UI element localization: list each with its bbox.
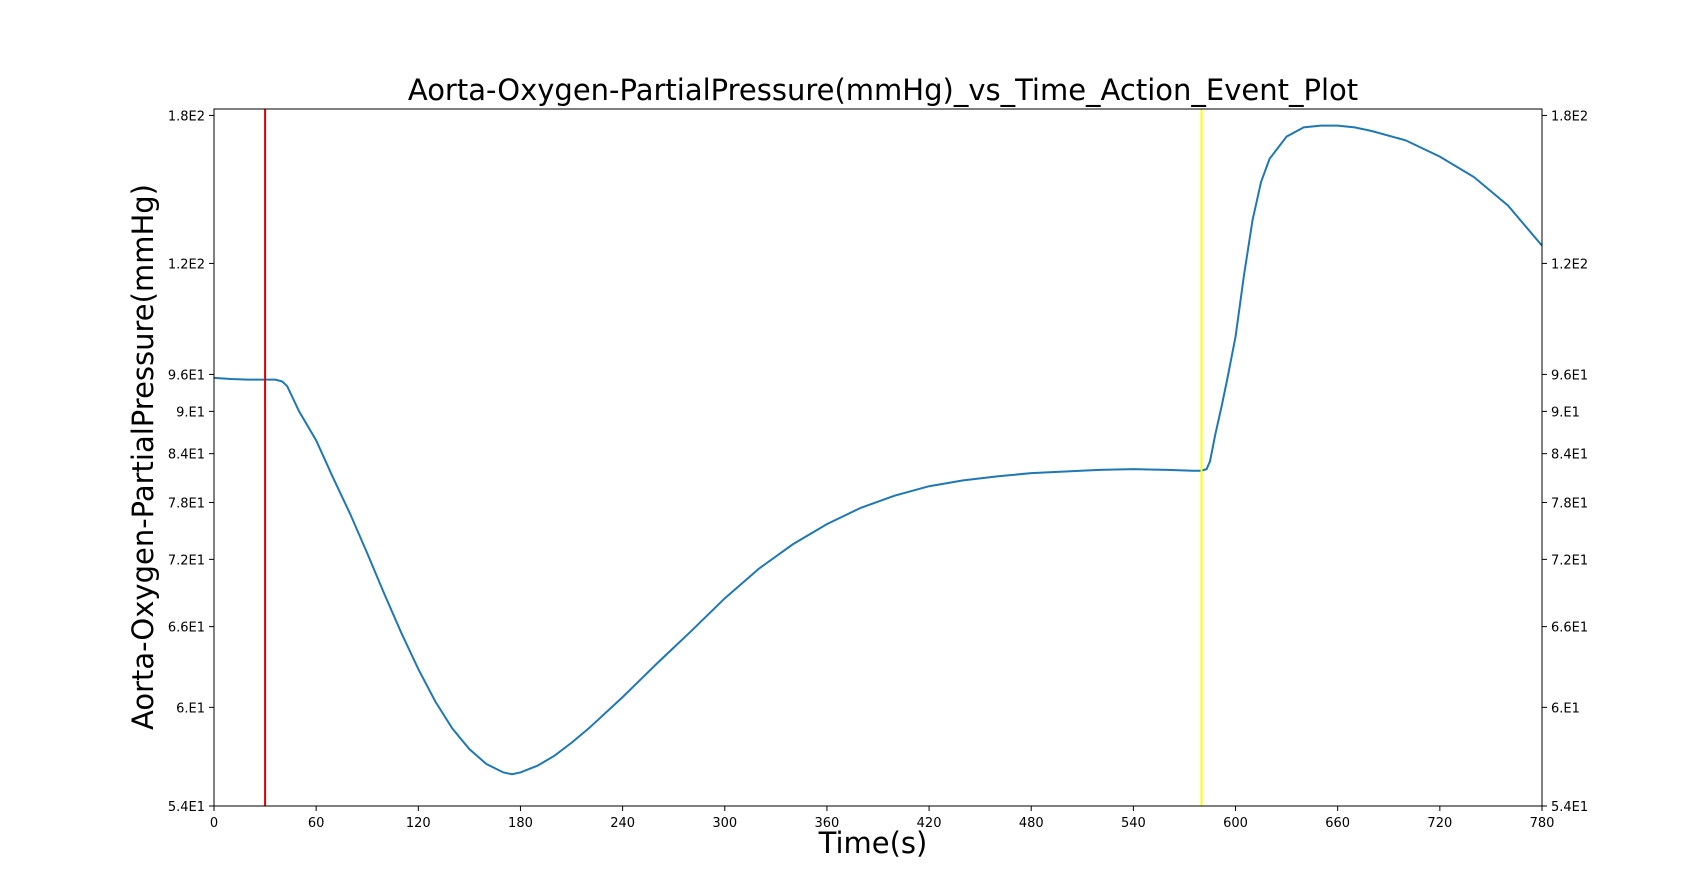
y-tick-label: 9.6E1 <box>168 368 205 383</box>
y-tick-label-right: 1.2E2 <box>1551 257 1588 272</box>
x-tick-label: 480 <box>1019 816 1044 831</box>
y-tick-label: 9.E1 <box>176 405 205 420</box>
x-axis-label: Time(s) <box>818 826 928 860</box>
axes: 0 60 120 180 240 300 360 420 480 540 600 660 720 7805… <box>168 108 1588 831</box>
y-axis-label: Aorta-Oxygen-PartialPressure(mmHg) <box>126 184 160 730</box>
y-tick-label: 6.6E1 <box>168 621 205 636</box>
y-tick-label-right: 1.8E2 <box>1551 109 1588 124</box>
series-line <box>213 124 1543 776</box>
x-tick-label: 300 <box>712 816 737 831</box>
x-tick-label: 360 <box>815 816 840 831</box>
y-tick-label-right: 5.4E1 <box>1551 800 1588 815</box>
x-tick-label: 660 <box>1325 816 1350 831</box>
x-tick-label: 240 <box>610 816 635 831</box>
y-tick-label: 8.4E1 <box>168 448 205 463</box>
x-tick-label: 180 <box>508 816 533 831</box>
plot-area <box>213 109 1543 806</box>
x-tick-label: 540 <box>1121 816 1146 831</box>
x-tick-label: 120 <box>406 816 431 831</box>
y-tick-label-right: 8.4E1 <box>1551 448 1588 463</box>
y-tick-label-right: 6.6E1 <box>1551 621 1588 636</box>
x-tick-label: 720 <box>1427 816 1452 831</box>
y-tick-label: 7.2E1 <box>168 553 205 568</box>
y-tick-label-right: 6.E1 <box>1551 701 1580 716</box>
y-tick-label: 5.4E1 <box>168 800 205 815</box>
x-tick-label: 780 <box>1530 816 1555 831</box>
x-tick-label: 420 <box>917 816 942 831</box>
x-tick-label: 600 <box>1223 816 1248 831</box>
x-tick-label: 60 <box>308 816 325 831</box>
y-tick-label: 6.E1 <box>176 701 205 716</box>
x-tick-label: 0 <box>210 816 218 831</box>
y-tick-label: 7.8E1 <box>168 496 205 511</box>
y-tick-label-right: 9.E1 <box>1551 405 1580 420</box>
y-tick-label-right: 9.6E1 <box>1551 368 1588 383</box>
y-tick-label: 1.8E2 <box>168 109 205 124</box>
y-tick-label-right: 7.2E1 <box>1551 553 1588 568</box>
y-tick-label: 1.2E2 <box>168 257 205 272</box>
chart-title: Aorta-Oxygen-PartialPressure(mmHg)_vs_Ti… <box>408 73 1358 107</box>
y-tick-label-right: 7.8E1 <box>1551 496 1588 511</box>
plot-frame <box>213 108 1543 807</box>
